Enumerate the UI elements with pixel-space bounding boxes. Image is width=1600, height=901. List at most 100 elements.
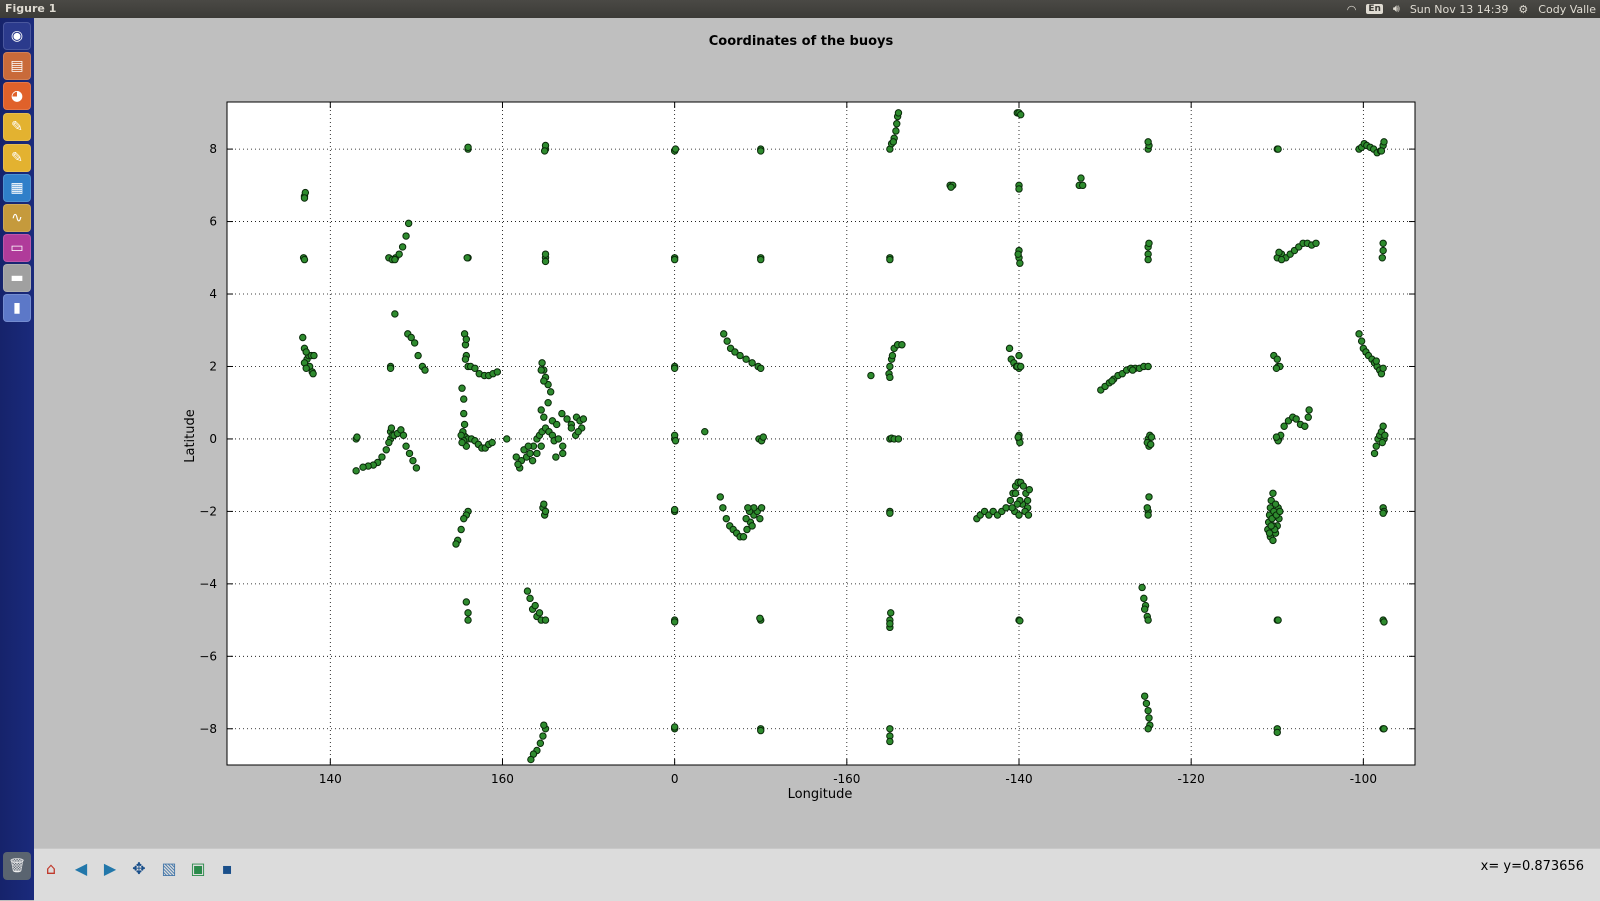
buoy-point: [552, 453, 560, 461]
back-icon[interactable]: ◀: [74, 858, 88, 878]
buoy-point: [409, 456, 417, 465]
files-icon[interactable]: ▤: [3, 52, 31, 80]
buoy-point: [353, 433, 361, 441]
buoy-point: [452, 540, 460, 548]
buoy-point: [757, 726, 765, 735]
x-tick-label: 160: [491, 772, 514, 786]
buoy-point: [1017, 110, 1025, 119]
buoy-point: [1312, 239, 1320, 247]
user-name[interactable]: Cody Valle: [1538, 2, 1596, 16]
y-tick-label: −8: [199, 722, 217, 736]
buoy-point: [670, 255, 679, 264]
buoy-point: [1015, 185, 1023, 193]
buoy-point: [716, 493, 724, 501]
buoy-point: [1144, 706, 1152, 715]
wifi-icon[interactable]: ◠: [1346, 2, 1357, 16]
axis-ticks: 140 160 0 -160 -140 -120 -100 8 6 4 2 0 −2 −4 −6 −8: [199, 102, 1415, 786]
buoy-point: [867, 371, 875, 380]
buoy-point: [559, 442, 567, 450]
buoy-point: [461, 355, 470, 363]
buoy-point: [1292, 415, 1300, 423]
clock[interactable]: Sun Nov 13 14:39: [1409, 2, 1509, 16]
buoy-point: [523, 587, 532, 595]
buoy-point: [1275, 248, 1283, 257]
home-icon[interactable]: ⌂: [45, 858, 57, 878]
x-axis-label: Longitude: [788, 787, 853, 802]
system-monitor-icon[interactable]: ∿: [3, 204, 31, 232]
buoy-point: [886, 255, 894, 264]
buoy-point: [894, 435, 903, 443]
buoy-point: [1015, 351, 1023, 360]
drive-icon[interactable]: ▬: [3, 264, 31, 292]
buoy-point: [1140, 692, 1149, 700]
buoy-point: [889, 138, 898, 146]
buoy-point: [887, 609, 895, 617]
buoy-point: [1380, 138, 1388, 146]
buoy-point: [723, 337, 731, 345]
ubuntu-home-icon[interactable]: ◉: [3, 22, 31, 50]
buoy-point: [309, 370, 317, 378]
trash-icon[interactable]: 🗑︎: [3, 852, 31, 880]
buoy-point: [405, 449, 414, 458]
buoy-point: [1267, 522, 1275, 530]
buoy-point: [1015, 511, 1023, 519]
buoy-point: [1014, 433, 1022, 441]
buoy-point: [1381, 431, 1389, 440]
buoy-point: [1145, 493, 1153, 501]
buoy-point: [757, 364, 765, 372]
configure-subplots-icon[interactable]: ▧: [161, 858, 177, 878]
cursor-coordinates: x= y=0.873656: [1480, 859, 1584, 874]
usb-icon[interactable]: ▮: [3, 294, 31, 322]
python-icon[interactable]: ✎: [3, 113, 31, 141]
buoy-point: [1145, 239, 1153, 247]
buoy-point: [1277, 255, 1286, 264]
forward-icon[interactable]: ▶: [103, 858, 117, 878]
buoy-point: [310, 351, 318, 360]
edit-axis-icon[interactable]: ▣: [190, 858, 206, 878]
gear-icon[interactable]: ⚙: [1518, 2, 1529, 16]
python-icon-2[interactable]: ✎: [3, 144, 31, 172]
buoy-point: [1017, 362, 1025, 371]
buoy-point: [1138, 583, 1146, 592]
buoy-point: [886, 373, 894, 382]
buoy-point: [385, 438, 393, 447]
buoy-point: [538, 359, 546, 367]
buoy-point: [1301, 422, 1309, 430]
volume-icon[interactable]: 🔊︎: [1392, 2, 1400, 15]
save-icon[interactable]: ▪: [221, 858, 233, 878]
pan-icon[interactable]: ✥: [132, 858, 146, 878]
y-tick-label: 2: [209, 359, 217, 373]
buoy-point: [503, 435, 511, 443]
buoy-point: [1380, 618, 1388, 626]
buoy-point: [756, 614, 764, 622]
writer-icon[interactable]: ▦: [3, 174, 31, 202]
buoy-point: [1304, 413, 1312, 421]
buoy-point: [524, 442, 533, 450]
buoy-point: [544, 399, 552, 407]
buoy-point: [579, 415, 588, 423]
buoy-point: [457, 431, 465, 440]
buoy-point: [670, 618, 679, 626]
buoy-point: [757, 255, 765, 264]
buoy-point: [739, 533, 748, 541]
buoy-point: [414, 351, 422, 360]
buoy-point: [1023, 496, 1032, 505]
grid: [227, 102, 1415, 765]
x-tick-label: 0: [671, 772, 679, 786]
buoy-point: [1379, 239, 1387, 247]
buoy-point: [378, 453, 386, 461]
buoy-point: [463, 254, 471, 262]
buoy-point: [541, 616, 550, 624]
buoy-point: [1379, 364, 1387, 372]
buoy-point: [488, 438, 496, 447]
keyboard-layout-icon[interactable]: En: [1366, 4, 1383, 14]
buoy-point: [1269, 536, 1277, 545]
app-icon[interactable]: ▭: [3, 234, 31, 262]
firefox-icon[interactable]: ◕: [3, 82, 31, 110]
buoy-point: [1355, 330, 1363, 338]
buoy-point: [1144, 138, 1152, 146]
figure-canvas[interactable]: Coordinates of the buoys 140 160 0 -160 -140…: [34, 18, 1600, 848]
buoy-point: [535, 609, 544, 617]
buoy-point: [540, 500, 548, 508]
buoy-point: [541, 250, 550, 258]
